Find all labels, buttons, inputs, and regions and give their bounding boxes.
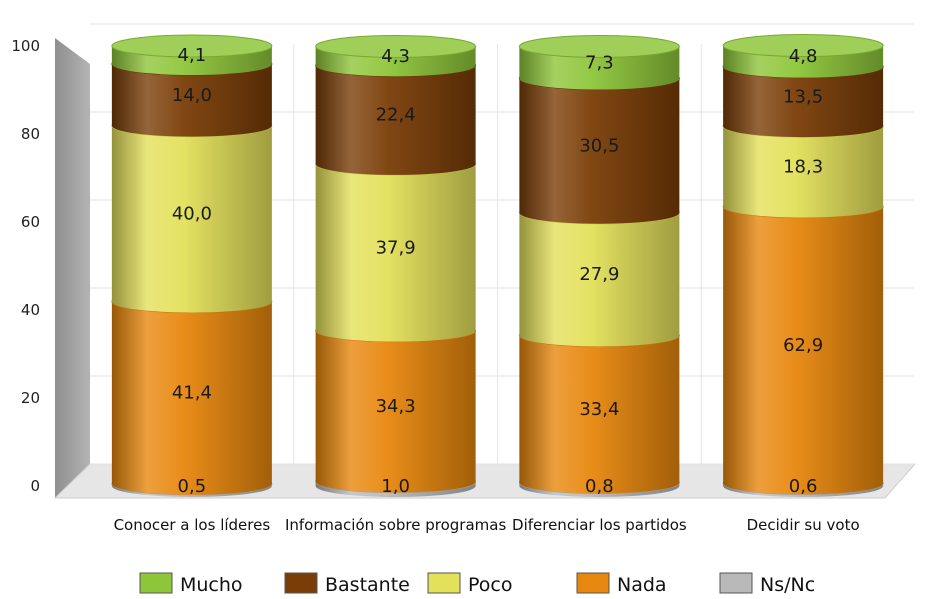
legend-item: Bastante: [284, 572, 410, 596]
legend-label: Mucho: [180, 574, 243, 596]
bar-segment: [722, 34, 884, 78]
legend-item: Poco: [427, 572, 512, 596]
data-label: 4,1: [178, 45, 207, 66]
data-label: 22,4: [376, 105, 416, 126]
legend-label: Poco: [468, 574, 512, 596]
y-axis: 0 20 40 60 80 100: [11, 37, 40, 495]
legend-swatch: [284, 572, 318, 594]
data-label: 0,5: [178, 476, 207, 497]
data-label: 18,3: [783, 156, 823, 177]
data-label: 27,9: [579, 264, 619, 285]
x-axis: Conocer a los líderes Información sobre p…: [114, 516, 860, 534]
data-label: 4,3: [381, 46, 410, 67]
y-tick-label: 20: [21, 389, 40, 407]
data-label: 4,8: [789, 46, 818, 67]
legend-swatch: [576, 572, 610, 594]
y-tick-label: 80: [21, 125, 40, 143]
side-wall: [55, 38, 90, 498]
legend-label: Bastante: [325, 574, 410, 596]
data-label: 34,3: [376, 396, 416, 417]
x-tick-label: Conocer a los líderes: [114, 516, 271, 534]
legend-label: Ns/Nc: [760, 574, 815, 596]
y-tick-label: 100: [11, 37, 40, 55]
data-label: 41,4: [172, 383, 212, 404]
data-label: 33,4: [579, 399, 619, 420]
legend-swatch: [427, 572, 461, 594]
x-tick-label: Decidir su voto: [747, 516, 860, 534]
data-label: 1,0: [381, 476, 410, 497]
y-tick-label: 40: [21, 301, 40, 319]
bar-segment: [315, 34, 477, 77]
data-label: 40,0: [172, 204, 212, 225]
legend-item: Nada: [576, 572, 667, 596]
y-tick-label: 60: [21, 213, 40, 231]
x-tick-label: Información sobre programas: [285, 516, 507, 534]
bar-segment: [518, 34, 680, 90]
legend-label: Nada: [617, 574, 667, 596]
x-tick-label: Diferenciar los partidos: [512, 516, 687, 534]
data-label: 62,9: [783, 335, 823, 356]
legend-item: Mucho: [139, 572, 243, 596]
legend-item: Ns/Nc: [719, 572, 815, 596]
bars: [111, 34, 884, 498]
y-tick-label: 0: [30, 477, 40, 495]
data-label: 13,5: [783, 86, 823, 107]
data-label: 37,9: [376, 237, 416, 258]
data-label: 0,8: [585, 476, 614, 497]
bar-segment: [111, 34, 273, 76]
data-label: 30,5: [579, 136, 619, 157]
data-label: 14,0: [172, 85, 212, 106]
data-label: 7,3: [585, 53, 614, 74]
legend-swatch: [139, 572, 173, 594]
data-labels: 0,5 41,4 40,0 14,0 4,1 1,0 34,3 37,9 22,4 4,3 0,8 3…: [172, 45, 823, 497]
legend-swatch: [719, 572, 753, 594]
legend: Mucho Bastante Poco Nada Ns/Nc: [139, 572, 815, 596]
data-label: 0,6: [789, 476, 818, 497]
